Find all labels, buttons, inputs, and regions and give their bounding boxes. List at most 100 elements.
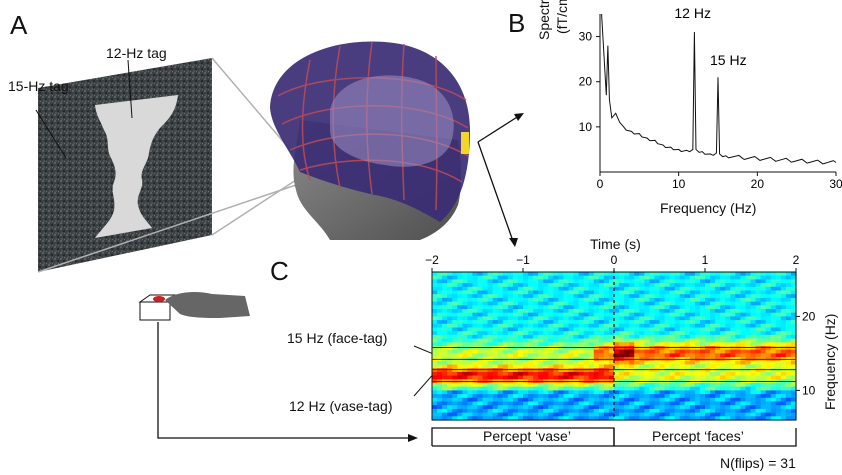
heatmap-cell <box>543 394 549 399</box>
heatmap-cell <box>437 383 443 388</box>
heatmap-cell <box>674 342 681 347</box>
heatmap-cell <box>548 353 554 358</box>
heatmap-cell <box>659 297 666 303</box>
heatmap-cell <box>568 327 575 332</box>
heatmap-cell <box>472 383 479 388</box>
heatmap-cell <box>593 368 600 373</box>
heatmap-cell <box>790 342 797 347</box>
heatmap-cell <box>614 416 620 421</box>
heatmap-cell <box>487 305 494 310</box>
heatmap-cell <box>614 331 620 336</box>
heatmap-cell <box>740 320 747 325</box>
heatmap-cell <box>614 327 620 332</box>
heatmap-cell <box>533 312 539 317</box>
heatmap-cell <box>664 383 671 388</box>
heatmap-cell <box>715 368 721 373</box>
heatmap-cell <box>710 283 716 288</box>
heatmap-cell <box>467 394 474 399</box>
heatmap-cell <box>553 360 559 366</box>
heatmap-cell <box>720 394 726 399</box>
heatmap-cell <box>573 334 580 340</box>
heatmap-cell <box>573 390 580 395</box>
heatmap-cell <box>775 312 782 317</box>
heatmap-cell <box>523 360 529 366</box>
heatmap-cell <box>502 390 509 395</box>
heatmap-cell <box>462 346 468 351</box>
heatmap-cell <box>533 375 539 380</box>
heatmap-cell <box>548 297 554 303</box>
heatmap-cell <box>775 346 782 351</box>
heatmap-cell <box>477 416 484 421</box>
heatmap-cell <box>578 279 585 284</box>
heatmap-cell <box>512 349 519 354</box>
heatmap-cell <box>679 394 686 399</box>
heatmap-cell <box>750 275 757 280</box>
spectrum-peak-label: 12 Hz <box>674 5 711 21</box>
heatmap-cell <box>639 390 645 395</box>
heatmap-cell <box>639 312 645 317</box>
heatmap-cell <box>765 408 772 414</box>
heatmap-cell <box>462 334 468 340</box>
heatmap-cell <box>442 368 448 373</box>
heatmap-cell <box>462 364 468 369</box>
heatmap-cell <box>553 342 559 347</box>
heatmap-cell <box>654 397 661 403</box>
heatmap-cell <box>710 316 716 321</box>
heatmap-cell <box>760 297 767 303</box>
heatmap-cell <box>684 297 691 303</box>
heatmap-cell <box>578 371 585 377</box>
heatmap-cell <box>710 383 716 388</box>
heatmap-ylabel: Frequency (Hz) <box>822 313 838 410</box>
heatmap-cell <box>457 364 463 369</box>
heatmap-cell <box>770 342 777 347</box>
heatmap-cell <box>533 401 539 406</box>
heatmap-cell <box>725 394 731 399</box>
heatmap-cell <box>740 416 747 421</box>
heatmap-cell <box>619 301 625 306</box>
heatmap-cell <box>442 375 448 380</box>
heatmap-cell <box>720 397 726 403</box>
heatmap-xtick-label: 2 <box>793 253 800 267</box>
heatmap-cell <box>755 342 762 347</box>
heatmap-cell <box>598 346 605 351</box>
heatmap-cell <box>512 334 519 340</box>
heatmap-cell <box>644 297 650 303</box>
heatmap-cell <box>583 301 590 306</box>
heatmap-cell <box>674 334 681 340</box>
heatmap-cell <box>735 386 741 391</box>
heatmap-cell <box>457 286 463 292</box>
heatmap-cell <box>497 312 504 317</box>
heatmap-cell <box>553 301 559 306</box>
heatmap-cell <box>437 375 443 380</box>
heatmap-cell <box>770 301 777 306</box>
heatmap-cell <box>755 338 762 343</box>
heatmap-cell <box>740 401 747 406</box>
heatmap-cell <box>649 272 656 277</box>
heatmap-cell <box>442 305 448 310</box>
heatmap-cell <box>533 290 539 295</box>
heatmap-cell <box>573 294 580 299</box>
heatmap-cell <box>694 327 701 332</box>
heatmap-cell <box>780 294 787 299</box>
heatmap-cell <box>674 275 681 280</box>
heatmap-cell <box>583 371 590 377</box>
heatmap-cell <box>790 286 797 292</box>
heatmap-cell <box>517 312 524 317</box>
heatmap-cell <box>689 283 696 288</box>
heatmap-cell <box>720 412 726 417</box>
heatmap-cell <box>710 360 716 366</box>
heatmap-cell <box>477 408 484 414</box>
heatmap-cell <box>790 272 797 277</box>
heatmap-cell <box>533 368 539 373</box>
heatmap-cell <box>553 383 559 388</box>
heatmap-cell <box>639 272 645 277</box>
heatmap-cell <box>553 338 559 343</box>
heatmap-cell <box>447 327 453 332</box>
heatmap-cell <box>578 334 585 340</box>
heatmap-cell <box>664 346 671 351</box>
spectrum-xtick-label: 30 <box>829 177 842 191</box>
heatmap-cell <box>477 305 484 310</box>
heatmap-cell <box>497 297 504 303</box>
heatmap-cell <box>780 275 787 280</box>
heatmap-cell <box>492 290 499 295</box>
